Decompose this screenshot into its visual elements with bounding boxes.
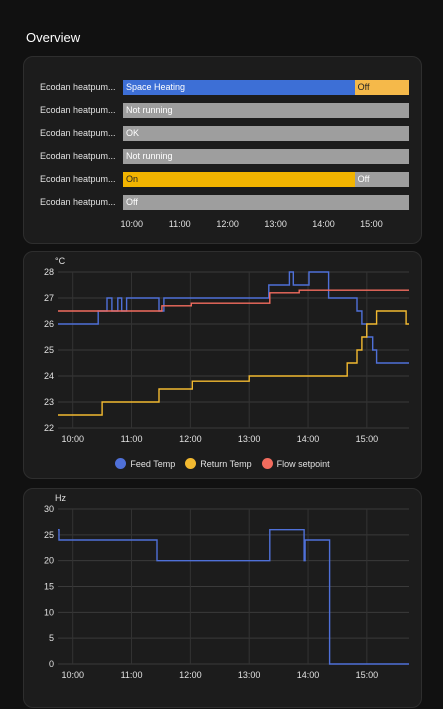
legend-dot-icon bbox=[115, 458, 127, 469]
y-tick-label: 22 bbox=[44, 423, 54, 433]
frequency-chart-card: Hz 0 5 10 15 20 25 30 10:00 11:00 12:00 13:00 14:00 1… bbox=[23, 488, 422, 708]
y-tick-label: 28 bbox=[44, 267, 54, 277]
y-tick-label: 15 bbox=[44, 582, 54, 592]
timeline-segment[interactable]: Not running bbox=[123, 103, 409, 118]
timeline-tick-label: 14:00 bbox=[312, 219, 335, 229]
x-tick-label: 11:00 bbox=[121, 434, 143, 444]
timeline-row-label: Ecodan heatpum... bbox=[40, 151, 116, 161]
temperature-chart[interactable]: °C 22 23 24 25 26 27 28 10:00 11:00 12:00 13:00 14:0… bbox=[24, 252, 423, 457]
temperature-chart-card: °C 22 23 24 25 26 27 28 10:00 11:00 12:00 13:00 14:0… bbox=[23, 251, 422, 479]
unit-label: °C bbox=[55, 256, 66, 266]
temperature-legend: Feed Temp Return Temp Flow setpoint bbox=[24, 458, 421, 469]
x-tick-label: 12:00 bbox=[179, 670, 202, 680]
legend-item[interactable]: Return Temp bbox=[185, 458, 252, 469]
legend-item[interactable]: Flow setpoint bbox=[261, 458, 330, 469]
timeline-tick-label: 15:00 bbox=[360, 219, 383, 229]
legend-label: Return Temp bbox=[200, 458, 252, 469]
timeline-row-label: Ecodan heatpum... bbox=[40, 82, 116, 92]
timeline-segment[interactable]: Off bbox=[123, 195, 409, 210]
timeline-tick-label: 13:00 bbox=[264, 219, 287, 229]
timeline-row-label: Ecodan heatpum... bbox=[40, 105, 116, 115]
x-tick-label: 14:00 bbox=[297, 670, 320, 680]
unit-label: Hz bbox=[55, 493, 66, 503]
timeline-tick-label: 11:00 bbox=[168, 219, 191, 229]
x-tick-label: 13:00 bbox=[238, 434, 261, 444]
x-tick-label: 14:00 bbox=[297, 434, 320, 444]
timeline-row-label: Ecodan heatpum... bbox=[40, 197, 116, 207]
y-tick-label: 10 bbox=[44, 607, 54, 617]
y-tick-label: 27 bbox=[44, 293, 54, 303]
timeline-row-label: Ecodan heatpum... bbox=[40, 128, 116, 138]
timeline-segment[interactable]: Space Heating bbox=[123, 80, 355, 95]
return-temp-line[interactable] bbox=[58, 310, 409, 416]
flow-setpoint-line[interactable] bbox=[58, 289, 409, 312]
timeline-segment[interactable]: On bbox=[123, 172, 355, 187]
y-tick-label: 25 bbox=[44, 345, 54, 355]
timeline-card: Ecodan heatpum... Space Heating Off Ecodan … bbox=[23, 56, 422, 244]
timeline-segment[interactable]: Off bbox=[354, 80, 409, 95]
x-tick-label: 13:00 bbox=[238, 670, 261, 680]
legend-label: Flow setpoint bbox=[276, 458, 330, 469]
x-tick-label: 15:00 bbox=[356, 434, 379, 444]
timeline-tick-label: 12:00 bbox=[216, 219, 239, 229]
x-tick-label: 12:00 bbox=[179, 434, 202, 444]
y-tick-label: 20 bbox=[44, 556, 54, 566]
timeline-row-label: Ecodan heatpum... bbox=[40, 174, 116, 184]
y-tick-label: 26 bbox=[44, 319, 54, 329]
legend-item[interactable]: Feed Temp bbox=[115, 458, 175, 469]
timeline-segment[interactable]: OK bbox=[123, 126, 409, 141]
timeline-segment[interactable]: Off bbox=[354, 172, 409, 187]
timeline-tick-label: 10:00 bbox=[120, 219, 144, 229]
x-tick-label: 15:00 bbox=[356, 670, 379, 680]
y-tick-label: 5 bbox=[49, 633, 54, 643]
legend-dot-icon bbox=[185, 458, 197, 469]
frequency-chart[interactable]: Hz 0 5 10 15 20 25 30 10:00 11:00 12:00 13:00 14:00 1… bbox=[24, 489, 423, 709]
x-tick-label: 11:00 bbox=[121, 670, 143, 680]
series-line[interactable] bbox=[58, 529, 409, 665]
y-tick-label: 24 bbox=[44, 371, 54, 381]
y-tick-label: 25 bbox=[44, 530, 54, 540]
timeline-segment[interactable]: Not running bbox=[123, 149, 409, 164]
y-tick-label: 30 bbox=[44, 504, 54, 514]
y-tick-label: 23 bbox=[44, 397, 54, 407]
y-tick-label: 0 bbox=[49, 659, 54, 669]
page-title: Overview bbox=[26, 30, 81, 45]
x-tick-label: 10:00 bbox=[61, 670, 84, 680]
x-tick-label: 10:00 bbox=[61, 434, 84, 444]
legend-dot-icon bbox=[261, 458, 273, 469]
legend-label: Feed Temp bbox=[130, 458, 176, 469]
